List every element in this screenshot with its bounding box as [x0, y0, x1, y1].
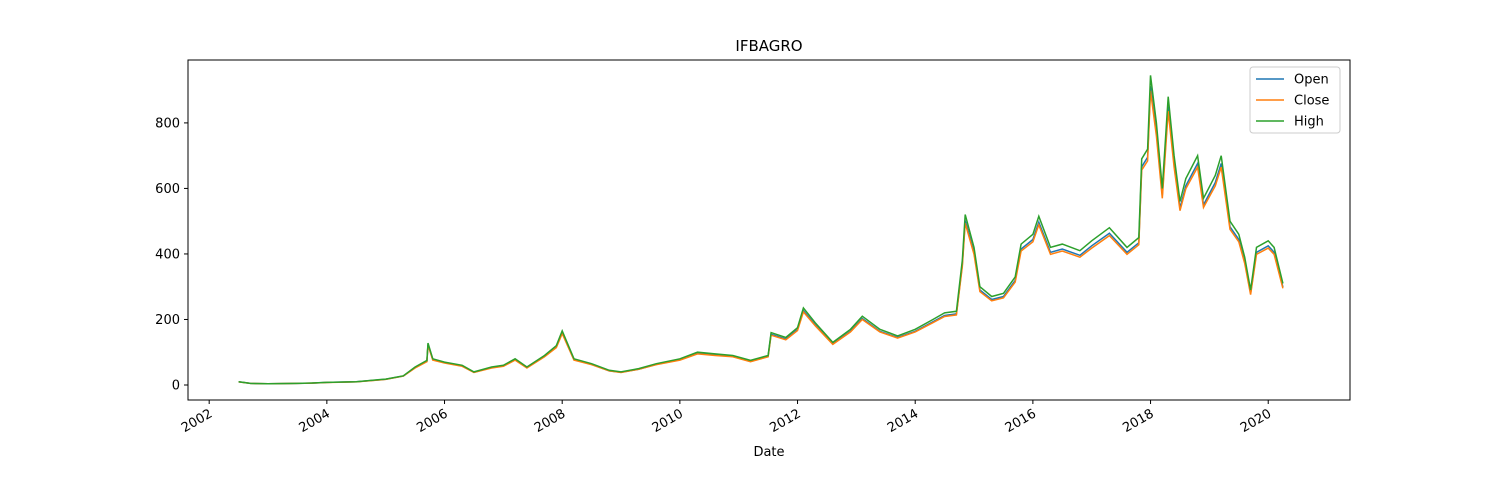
legend-label: Open: [1294, 73, 1329, 88]
x-axis-label: Date: [753, 445, 784, 460]
legend-label: Close: [1294, 94, 1329, 109]
y-tick-label: 0: [172, 378, 180, 393]
line-series: [238, 75, 1284, 385]
y-tick-label: 600: [155, 182, 180, 197]
legend-box: [1249, 66, 1341, 134]
y-tick-label: 400: [155, 247, 180, 262]
chart-title: IFBAGRO: [735, 37, 802, 55]
y-tick-label: 200: [155, 313, 180, 328]
y-tick-label: 800: [155, 116, 180, 131]
plot-frame: [187, 59, 1351, 401]
line-series: [238, 90, 1284, 385]
legend-label: High: [1294, 115, 1324, 130]
